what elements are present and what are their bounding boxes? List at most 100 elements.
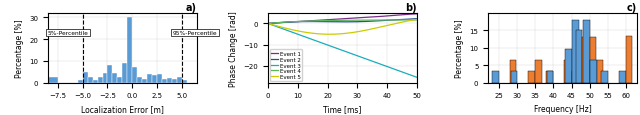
Event 1 xyxy=(399,15,406,16)
Event 4 xyxy=(353,20,360,22)
Bar xyxy=(492,72,499,83)
Event 1 xyxy=(353,18,360,19)
Bar xyxy=(572,72,578,83)
Bar xyxy=(157,74,162,83)
Bar xyxy=(102,73,108,83)
Event 2 xyxy=(353,22,360,23)
Event 4 xyxy=(355,20,363,22)
Y-axis label: Percentage [%]: Percentage [%] xyxy=(15,19,24,77)
X-axis label: Frequency [Hz]: Frequency [Hz] xyxy=(534,104,591,113)
Event 5 xyxy=(265,24,273,25)
Bar xyxy=(88,77,93,83)
Event 3 xyxy=(355,56,363,58)
Bar xyxy=(147,74,152,83)
Bar xyxy=(528,72,534,83)
Event 5 xyxy=(326,34,333,36)
Text: a): a) xyxy=(186,3,196,13)
Event 5 xyxy=(264,24,272,25)
Event 2 xyxy=(399,19,406,21)
Event 3 xyxy=(390,69,397,70)
Bar xyxy=(127,18,132,83)
Line: Event 3: Event 3 xyxy=(268,24,417,78)
Y-axis label: Percentage [%]: Percentage [%] xyxy=(455,19,464,77)
Bar xyxy=(48,77,58,83)
Text: c): c) xyxy=(627,3,637,13)
Line: Event 2: Event 2 xyxy=(268,19,417,24)
Bar xyxy=(565,50,572,83)
Bar xyxy=(167,78,172,83)
Bar xyxy=(597,60,604,83)
Legend: Event 1, Event 2, Event 3, Event 4, Event 5: Event 1, Event 2, Event 3, Event 4, Even… xyxy=(269,50,302,81)
Event 2 xyxy=(264,24,272,25)
Event 5 xyxy=(353,32,360,33)
Bar xyxy=(172,80,177,83)
Event 5 xyxy=(353,32,361,33)
Event 4 xyxy=(399,20,406,22)
Event 1 xyxy=(390,16,397,17)
Event 1 xyxy=(413,14,420,15)
Bar xyxy=(535,60,542,83)
Event 4 xyxy=(413,20,420,21)
Bar xyxy=(583,21,589,83)
Bar xyxy=(547,72,554,83)
Bar xyxy=(122,63,127,83)
Bar xyxy=(162,80,167,83)
Bar xyxy=(601,72,608,83)
Event 1 xyxy=(352,18,360,19)
Bar xyxy=(572,21,579,83)
Line: Event 1: Event 1 xyxy=(268,15,417,24)
Event 3 xyxy=(264,24,272,25)
Bar xyxy=(177,77,182,83)
Bar xyxy=(182,81,187,83)
Event 5 xyxy=(356,31,364,33)
Bar xyxy=(546,72,553,83)
Event 4 xyxy=(352,20,360,22)
Bar xyxy=(626,36,632,83)
Event 3 xyxy=(353,55,360,57)
Line: Event 5: Event 5 xyxy=(268,20,417,35)
Bar xyxy=(152,75,157,83)
Bar xyxy=(620,72,626,83)
Bar xyxy=(590,60,597,83)
Event 3 xyxy=(265,24,273,25)
Event 2 xyxy=(413,19,420,20)
Event 5 xyxy=(413,20,420,21)
Text: 5%-Percentile: 5%-Percentile xyxy=(48,31,89,36)
Bar xyxy=(83,72,88,83)
Bar xyxy=(77,81,83,83)
X-axis label: Localization Error [m]: Localization Error [m] xyxy=(81,104,164,113)
Text: 95%-Percentile: 95%-Percentile xyxy=(173,31,218,36)
Bar xyxy=(582,38,589,83)
Event 2 xyxy=(390,20,397,21)
Event 4 xyxy=(265,23,273,25)
X-axis label: Time [ms]: Time [ms] xyxy=(323,104,362,113)
Event 3 xyxy=(352,55,360,56)
Event 1 xyxy=(355,18,363,19)
Bar xyxy=(137,77,142,83)
Bar xyxy=(117,77,122,83)
Event 5 xyxy=(399,22,407,23)
Bar xyxy=(510,60,516,83)
Event 1 xyxy=(265,24,273,25)
Bar xyxy=(511,72,517,83)
Event 5 xyxy=(390,24,397,25)
Bar xyxy=(132,68,137,83)
Bar xyxy=(93,81,97,83)
Bar xyxy=(97,77,102,83)
Event 2 xyxy=(265,24,273,25)
Event 1 xyxy=(264,24,272,25)
Event 4 xyxy=(390,20,397,22)
Event 2 xyxy=(352,22,360,23)
Bar xyxy=(113,73,117,83)
Line: Event 4: Event 4 xyxy=(268,21,417,24)
Bar xyxy=(579,60,586,83)
Y-axis label: Phase Change [rad]: Phase Change [rad] xyxy=(229,11,238,86)
Bar xyxy=(142,80,147,83)
Bar xyxy=(564,60,571,83)
Event 2 xyxy=(355,22,363,23)
Event 3 xyxy=(399,72,406,73)
Bar xyxy=(108,66,113,83)
Text: b): b) xyxy=(405,3,417,13)
Bar xyxy=(589,38,596,83)
Bar xyxy=(576,31,582,83)
